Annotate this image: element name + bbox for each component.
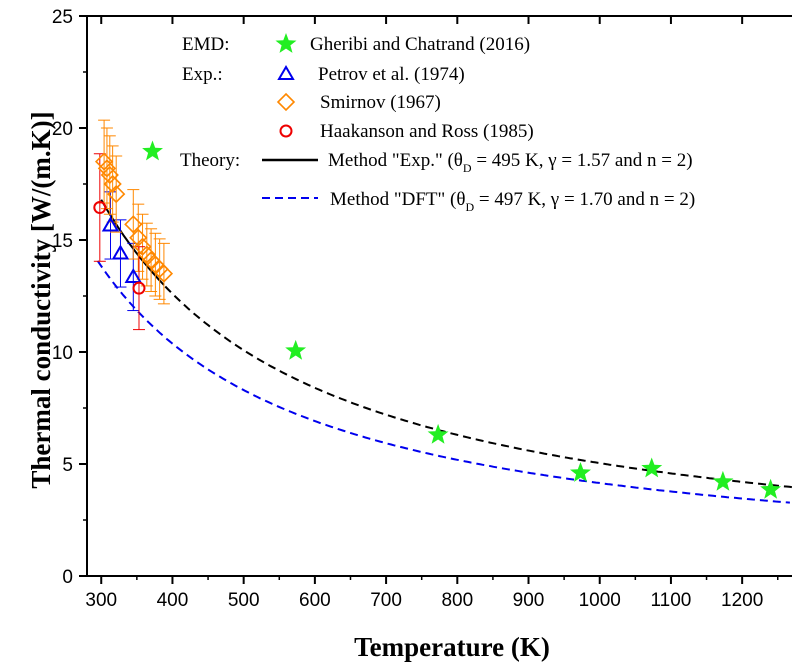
petrov-point <box>124 267 143 283</box>
legend-gheribi-text: Gheribi and Chatrand (2016) <box>310 34 530 55</box>
y-tick-label: 25 <box>52 7 73 28</box>
haakanson-point <box>132 281 146 295</box>
x-tick-label: 1200 <box>721 590 763 611</box>
x-tick-label: 700 <box>370 590 402 611</box>
legend-gheribi-marker <box>275 33 297 53</box>
axes: 300 400 500 600 700 800 900 1000 1100 1200 0 5 10 15 2… <box>52 7 792 611</box>
smirnov-point <box>103 174 122 194</box>
petrov-point <box>101 216 120 232</box>
x-tick-label: 600 <box>299 590 331 611</box>
x-tick-label: 1100 <box>651 590 692 611</box>
method-exp-curve-solid <box>100 199 165 286</box>
y-tick-label: 10 <box>52 343 73 364</box>
x-tick-label: 900 <box>513 590 545 611</box>
y-tick-label: 15 <box>52 231 73 252</box>
legend: EMD: Exp.: Theory: Gheribi and Chatrand (20… <box>180 33 695 214</box>
smirnov-point <box>97 159 117 178</box>
legend-exp-label: Exp.: <box>182 64 223 85</box>
error-bar <box>127 189 140 260</box>
smirnov-point <box>129 228 148 247</box>
gheribi-point <box>641 457 663 478</box>
gheribi-point <box>142 140 163 161</box>
smirnov-point <box>137 245 156 264</box>
error-bar <box>110 155 123 233</box>
gheribi-point <box>712 470 734 491</box>
legend-method-dft-text: Method "DFT" (θD = 497 K, γ = 1.70 and n… <box>330 189 695 214</box>
legend-theory-label: Theory: <box>180 150 240 171</box>
petrov-point <box>111 244 130 260</box>
x-tick-label: 300 <box>85 590 117 611</box>
legend-method-exp-text: Method "Exp." (θD = 495 K, γ = 1.57 and … <box>328 150 693 175</box>
legend-haakanson-text: Haakanson and Ross (1985) <box>320 121 534 142</box>
error-bar <box>100 127 113 210</box>
x-tick-label: 800 <box>441 590 473 611</box>
y-tick-label: 20 <box>52 119 73 140</box>
smirnov-point <box>124 215 143 234</box>
method-dft-curve <box>96 260 790 504</box>
x-tick-label: 400 <box>157 590 189 611</box>
error-bar <box>103 135 116 215</box>
smirnov-point <box>94 152 114 171</box>
method-exp-curve-dashed <box>164 285 792 489</box>
x-axis-title: Temperature (K) <box>354 632 550 662</box>
legend-petrov-marker <box>277 65 295 80</box>
y-tick-label: 5 <box>62 455 73 476</box>
gheribi-point <box>427 423 449 444</box>
gheribi-point <box>760 478 782 499</box>
x-tick-label: 1000 <box>579 590 621 611</box>
smirnov-point <box>133 237 152 256</box>
smirnov-point <box>107 184 126 204</box>
plot-area <box>93 119 792 504</box>
y-tick-label: 0 <box>62 567 73 588</box>
legend-emd-label: EMD: <box>182 34 230 55</box>
smirnov-point <box>154 264 174 283</box>
x-tick-label: 500 <box>228 590 260 611</box>
legend-haakanson-marker <box>279 124 293 138</box>
legend-petrov-text: Petrov et al. (1974) <box>318 64 465 85</box>
gheribi-point <box>285 339 307 360</box>
haakanson-point <box>93 201 107 215</box>
legend-smirnov-text: Smirnov (1967) <box>320 92 441 113</box>
legend-smirnov-marker <box>276 92 296 112</box>
smirnov-point <box>100 165 119 185</box>
y-axis-title: Thermal conductivity [W/(m.K)] <box>26 111 56 488</box>
gheribi-point <box>570 462 591 482</box>
